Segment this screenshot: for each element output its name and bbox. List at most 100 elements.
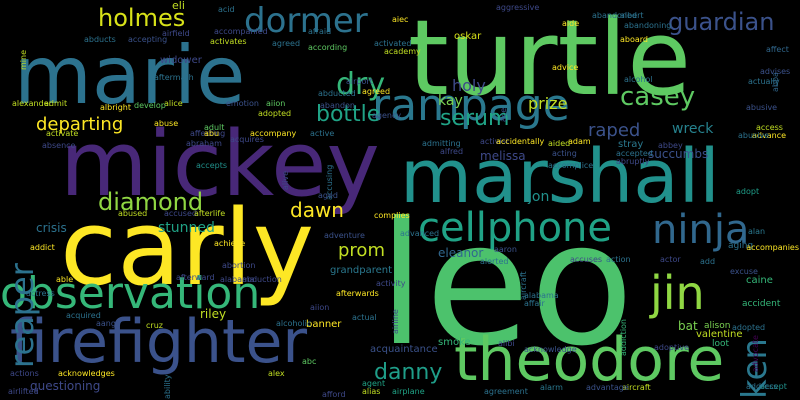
word-activity: activity [376, 279, 406, 288]
word-adopted: adopted [732, 323, 766, 332]
word-affect: affect [766, 45, 789, 54]
word-abduction: abduction [242, 275, 282, 284]
word-leo: leo [378, 186, 634, 384]
word-accompanied: accompanied [214, 27, 268, 36]
word-aircraft: aircraft [622, 383, 651, 392]
word-actually: actually [748, 77, 780, 86]
word-aiion: aiion [266, 99, 286, 108]
word-alice: alice [164, 99, 183, 108]
word-rampage: rampage [372, 80, 570, 131]
word-advice: advice [552, 63, 579, 72]
word-airport: airport [346, 77, 373, 86]
word-alan: alan [748, 227, 766, 236]
word-absence: absence [42, 141, 76, 150]
word-action: action [606, 255, 631, 264]
word-aftermath: aftermath [154, 73, 194, 82]
word-advocate: advocate [751, 335, 760, 372]
word-address: address [746, 382, 778, 391]
word-alison: alison [704, 321, 731, 331]
word-raped: raped [588, 120, 641, 141]
word-acting: acting [552, 149, 577, 158]
word-emotion: emotion [226, 99, 259, 108]
word-oskar: oskar [454, 31, 482, 42]
word-activated: activated [374, 39, 412, 48]
word-affecting: affecting [190, 129, 226, 138]
word-adam: adam [568, 137, 591, 146]
word-accompany: accompany [250, 129, 297, 138]
word-holy: holy [452, 76, 486, 95]
word-abusive: abusive [746, 103, 778, 112]
word-abandon: abandon [320, 101, 355, 110]
word-complies: complies [374, 211, 410, 220]
word-afterlife: afterlife [194, 209, 226, 218]
word-actress: actress [26, 289, 55, 298]
word-marie: marie [14, 29, 246, 122]
word-accepted: accepted [616, 149, 653, 158]
word-aged: aged [318, 191, 338, 200]
word-aging: aging [728, 241, 754, 251]
word-abuse: abuse [154, 119, 179, 128]
word-caine: caine [746, 275, 773, 286]
word-banner: banner [306, 319, 342, 330]
word-mine: mine [19, 49, 28, 70]
word-active: active [310, 129, 335, 138]
word-accidentally: accidentally [496, 137, 545, 146]
word-holmes: holmes [98, 4, 186, 32]
word-actual: actual [352, 313, 377, 322]
word-alibi: alibi [498, 339, 515, 348]
word-affair: affair [524, 299, 545, 308]
word-abused: abused [118, 209, 148, 218]
word-activist: activist [480, 137, 509, 146]
word-agreement: agreement [484, 387, 528, 396]
word-develop: develop [134, 101, 166, 110]
word-stunned: stunned [158, 220, 215, 236]
word-airlifted: airlifted [8, 387, 39, 396]
word-dry: dry [336, 67, 386, 102]
word-turtle: turtle [408, 0, 692, 119]
word-reaper: reaper [3, 263, 41, 368]
word-accepting: accepting [128, 35, 168, 44]
word-abraham: abraham [186, 139, 222, 148]
word-activate: activate [46, 129, 79, 138]
word-acid: acid [218, 5, 235, 14]
word-abducts: abducts [84, 35, 116, 44]
word-acknowledge: acknowledge [524, 345, 577, 354]
word-abusive: abusive [738, 131, 770, 140]
word-firefighter: firefighter [10, 307, 308, 377]
word-addiction: addiction [619, 318, 628, 356]
word-melissa: melissa [480, 149, 526, 163]
word-dawn: dawn [290, 198, 344, 222]
word-abc: abc [302, 357, 317, 366]
word-albright: albright [100, 103, 131, 112]
word-acknowledges: acknowledges [58, 369, 115, 378]
word-activates: activates [210, 37, 247, 46]
word-actor: actor [660, 255, 681, 264]
word-wreck: wreck [672, 121, 714, 137]
word-diamond: diamond [98, 188, 204, 216]
word-aided: aided [548, 139, 571, 148]
word-eli: eli [172, 0, 185, 12]
word-acquired: acquired [66, 311, 101, 320]
word-danny: danny [374, 360, 443, 385]
word-academy: academy [384, 47, 421, 56]
word-afford: afford [322, 390, 346, 399]
word-theodore: theodore [454, 325, 725, 395]
word-adoptive: adoptive [654, 343, 689, 352]
word-accuses: accuses [570, 255, 603, 264]
word-questioning: questioning [30, 379, 101, 393]
word-airplane: airplane [392, 387, 425, 396]
word-observation: observation [0, 268, 261, 319]
word-eleanor: eleanor [438, 246, 484, 260]
word-jon: jon [528, 189, 550, 205]
word-carly: carly [60, 187, 315, 309]
word-alcohol: alcohol [624, 75, 653, 84]
word-aang: aang [96, 319, 116, 328]
word-abruptly: abruptly [616, 157, 650, 166]
word-accepts: accepts [196, 161, 228, 170]
word-excuse: excuse [730, 267, 758, 276]
word-mickey: mickey [60, 112, 380, 217]
word-alerted: alerted [480, 257, 509, 266]
word-abandoned: abandoned [592, 11, 637, 20]
word-kay: kay [438, 93, 463, 109]
